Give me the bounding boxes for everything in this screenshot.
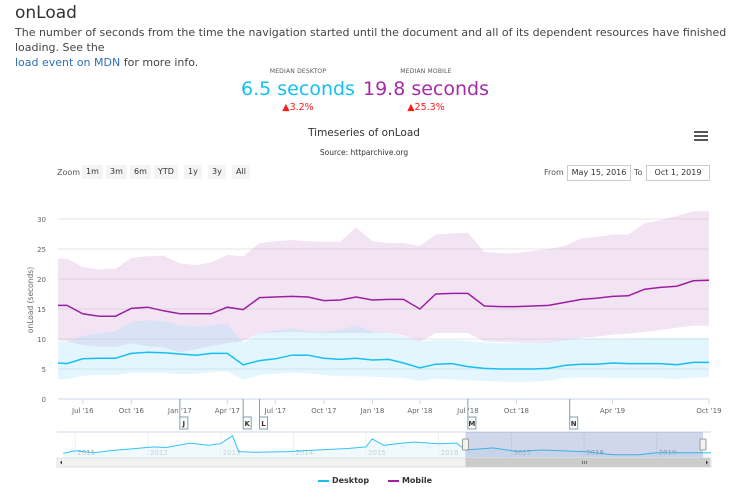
median-mobile-change: ▲25.3% [407,102,445,113]
x-tick-label: Oct '16 [119,407,145,415]
from-date-input[interactable]: May 15, 2016 [567,165,631,181]
x-tick-label: Apr '19 [600,407,625,415]
navigator-series-line [63,434,711,456]
x-tick-label: Oct '18 [504,407,529,415]
zoom-button-3m[interactable]: 3m [106,165,127,179]
zoom-button-ytd[interactable]: YTD [154,165,178,179]
page-title: onLoad [15,3,77,23]
description-text: The number of seconds from the time the … [15,26,727,54]
legend-item-desktop[interactable]: Desktop [317,476,370,485]
y-tick-label: 25 [37,246,46,254]
annotation-flag-l[interactable]: L [259,399,269,430]
annotation-flag-n[interactable]: N [569,399,579,430]
scroll-right-arrow-icon[interactable] [706,460,708,465]
flag-label: J [182,420,186,428]
y-axis-label: onLoad (seconds) [26,267,35,333]
desktop-range-band [58,320,709,382]
mobile-median-line [58,279,710,317]
flag-label: K [244,420,250,428]
scrollbar-thumb[interactable] [465,458,710,467]
median-mobile-label: MEDIAN MOBILE [400,68,452,75]
description-suffix: for more info. [120,56,199,69]
x-tick-label: Oct '19 [696,407,721,415]
flag-label: M [468,420,475,428]
annotation-flag-j[interactable]: J [179,399,189,430]
y-tick-label: 0 [42,396,46,404]
y-tick-label: 20 [37,276,46,284]
zoom-button-3y[interactable]: 3y [208,165,226,179]
navigator-right-handle[interactable] [699,438,707,451]
zoom-label: Zoom [57,168,81,177]
flag-box [179,416,189,430]
mobile-range-band [58,211,709,353]
x-tick-label: Jul '16 [71,407,94,415]
y-tick-label: 15 [37,306,46,314]
metric-description: The number of seconds from the time the … [15,25,735,70]
to-label: To [634,168,643,177]
legend-mobile-swatch [387,479,399,482]
annotation-flag-m[interactable]: M [467,399,477,430]
navigator-selected-range[interactable] [465,432,703,458]
x-tick-label: Jul '17 [264,407,287,415]
scrollbar-grip-icon [581,461,587,464]
median-desktop-value: 6.5 seconds [241,78,355,100]
median-desktop-change: ▲3.2% [282,102,314,113]
hamburger-menu-icon[interactable] [694,131,708,143]
scrollbar-track [56,457,712,468]
mdn-load-event-link[interactable]: load event on MDN [15,56,121,69]
y-tick-label: 30 [37,216,46,224]
scroll-left-arrow-icon[interactable] [60,460,62,465]
flag-box [569,416,579,430]
x-tick-label: Apr '18 [407,407,432,415]
annotation-flag-k[interactable]: K [242,399,252,430]
y-tick-label: 5 [42,366,46,374]
legend-desktop-swatch [317,479,329,482]
legend-mobile-label: Mobile [401,476,433,485]
flag-box [259,416,269,430]
zoom-button-1m[interactable]: 1m [82,165,103,179]
zoom-button-1y[interactable]: 1y [184,165,202,179]
median-mobile-metric: MEDIAN MOBILE 19.8 seconds ▲25.3% [351,68,501,113]
flag-box [467,416,477,430]
zoom-button-6m[interactable]: 6m [130,165,151,179]
desktop-median-line [57,351,709,370]
median-desktop-label: MEDIAN DESKTOP [269,68,327,75]
flag-box [242,416,252,430]
navigator-left-handle[interactable] [461,438,469,451]
x-tick-label: Jan '18 [359,407,384,415]
median-desktop-metric: MEDIAN DESKTOP 6.5 seconds ▲3.2% [223,68,373,113]
flag-label: L [261,420,266,428]
flag-label: N [571,420,577,428]
to-date-input[interactable]: Oct 1, 2019 [646,165,710,181]
chart-subtitle: Source: httparchive.org [319,148,409,157]
x-tick-label: Apr '17 [215,407,240,415]
zoom-button-all[interactable]: All [232,165,250,179]
legend-item-mobile[interactable]: Mobile [387,476,433,485]
y-tick-label: 10 [37,336,46,344]
x-tick-label: Oct '17 [311,407,336,415]
chart-title: Timeseries of onLoad [308,127,420,139]
median-mobile-value: 19.8 seconds [362,78,489,100]
legend-desktop-label: Desktop [331,476,370,485]
chart-legend: Desktop Mobile [0,476,750,485]
from-label: From [544,168,564,177]
